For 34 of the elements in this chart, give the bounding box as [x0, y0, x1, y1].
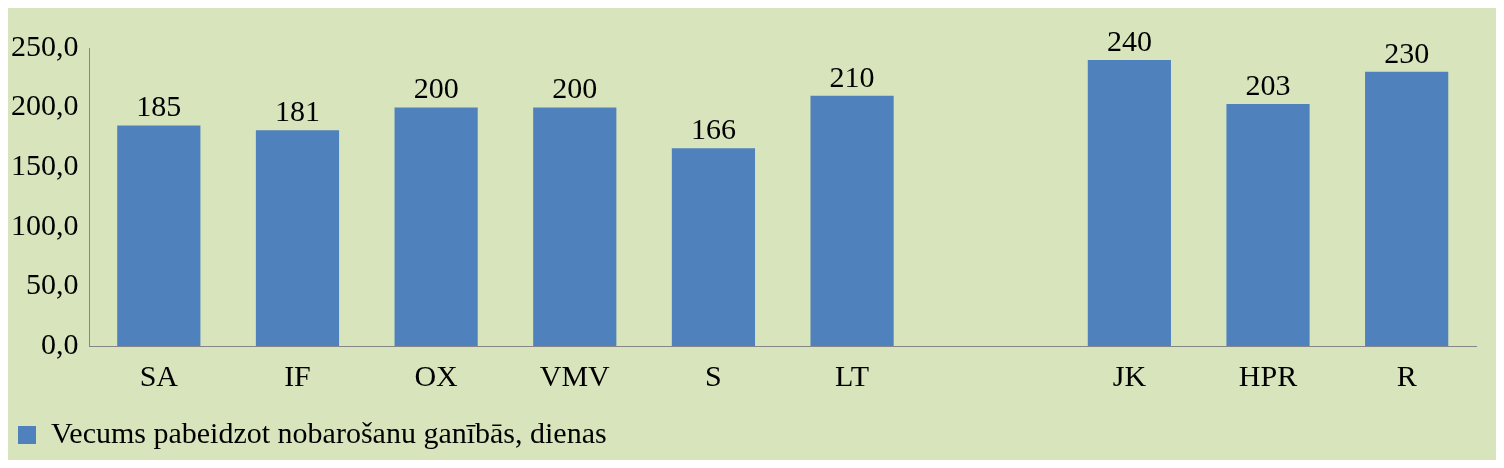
bar — [810, 95, 894, 346]
legend-label: Vecums pabeidzot nobarošanu ganībās, dienas — [51, 415, 607, 449]
bar — [533, 107, 617, 346]
y-tick-label: 100,0 — [11, 207, 79, 241]
x-tick-label: IF — [284, 358, 311, 392]
bar — [255, 130, 340, 346]
data-label: 230 — [1384, 35, 1430, 69]
data-label: 203 — [1245, 67, 1291, 101]
data-label: 181 — [274, 94, 320, 128]
x-tick-label: OX — [414, 358, 459, 392]
bar — [117, 125, 201, 346]
y-tick-label: 50,0 — [26, 267, 79, 301]
bar — [671, 148, 756, 346]
y-tick-label: 150,0 — [11, 148, 79, 182]
x-tick-label: LT — [835, 358, 870, 392]
data-label: 166 — [690, 112, 736, 145]
data-label: 210 — [829, 59, 875, 93]
y-tick-label: 200,0 — [11, 88, 79, 122]
y-tick-label: 0,0 — [41, 326, 79, 360]
data-label: 185 — [136, 89, 182, 123]
x-tick-label: JK — [1112, 358, 1147, 392]
bar — [1226, 104, 1310, 346]
x-tick-label: VMV — [539, 358, 611, 392]
data-label: 240 — [1106, 23, 1152, 57]
x-tick-label: HPR — [1238, 358, 1298, 392]
data-label: 200 — [552, 71, 598, 105]
bar — [1087, 59, 1171, 346]
y-tick-label: 250,0 — [11, 28, 79, 62]
bar — [1365, 71, 1449, 346]
x-tick-label: SA — [139, 358, 179, 392]
data-label: 200 — [413, 71, 459, 105]
x-tick-label: R — [1396, 358, 1417, 392]
bar — [394, 107, 478, 346]
x-tick-label: S — [705, 358, 722, 392]
